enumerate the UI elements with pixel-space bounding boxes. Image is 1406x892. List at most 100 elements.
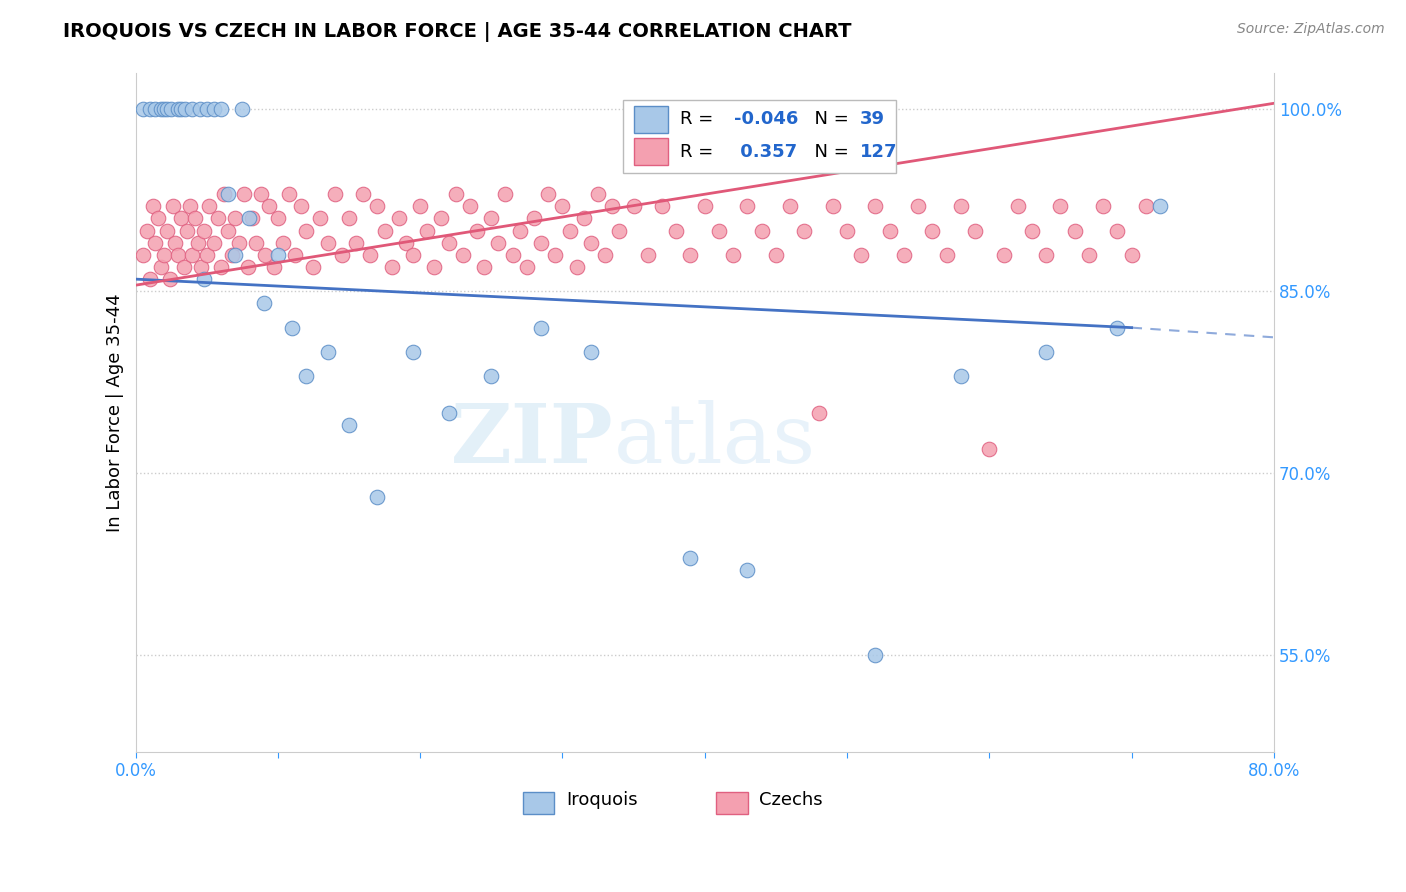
Point <box>173 260 195 274</box>
Point <box>138 103 160 117</box>
Point <box>586 187 609 202</box>
Point <box>751 224 773 238</box>
Point <box>579 235 602 250</box>
Point <box>232 187 254 202</box>
Point <box>267 248 290 262</box>
Point <box>160 103 183 117</box>
Text: atlas: atlas <box>613 400 815 480</box>
Point <box>352 187 374 202</box>
Point <box>165 235 187 250</box>
Point <box>337 417 360 432</box>
Point <box>167 103 190 117</box>
Point <box>388 211 411 226</box>
Point <box>1049 199 1071 213</box>
Point <box>278 187 301 202</box>
Y-axis label: In Labor Force | Age 35-44: In Labor Force | Age 35-44 <box>107 293 124 532</box>
Point <box>290 199 312 213</box>
Point <box>509 224 531 238</box>
FancyBboxPatch shape <box>623 100 896 173</box>
Point <box>1107 224 1129 238</box>
Point <box>600 199 623 213</box>
Point <box>537 187 560 202</box>
Text: R =: R = <box>679 110 718 128</box>
Point <box>793 224 815 238</box>
Point <box>316 344 339 359</box>
Point <box>395 235 418 250</box>
Point <box>495 187 517 202</box>
Point <box>309 211 332 226</box>
Point <box>373 224 395 238</box>
Point <box>181 103 204 117</box>
Point <box>579 344 602 359</box>
Point <box>502 248 524 262</box>
Point <box>430 211 453 226</box>
Point <box>651 199 673 213</box>
Point <box>193 272 215 286</box>
Point <box>665 224 688 238</box>
Point <box>284 248 307 262</box>
Point <box>1121 248 1143 262</box>
Point <box>190 260 212 274</box>
Point <box>156 103 179 117</box>
Point <box>170 211 193 226</box>
Point <box>851 248 873 262</box>
Point <box>162 199 184 213</box>
Point <box>1035 248 1057 262</box>
Point <box>479 369 502 384</box>
Point <box>142 199 165 213</box>
Point <box>921 224 943 238</box>
Point <box>212 187 235 202</box>
Point <box>530 235 553 250</box>
Point <box>135 224 157 238</box>
Point <box>302 260 325 274</box>
Point <box>807 405 830 419</box>
Point <box>170 103 193 117</box>
Point <box>193 224 215 238</box>
Point <box>409 199 432 213</box>
Point <box>195 103 218 117</box>
Point <box>893 248 915 262</box>
Point <box>949 199 972 213</box>
Point <box>187 235 209 250</box>
Point <box>472 260 495 274</box>
Point <box>779 199 801 213</box>
Point <box>207 211 229 226</box>
Point <box>273 235 295 250</box>
Point <box>323 187 346 202</box>
Point <box>693 199 716 213</box>
Point <box>281 320 304 334</box>
Point <box>263 260 285 274</box>
Point <box>153 248 176 262</box>
Point <box>184 211 207 226</box>
Point <box>337 211 360 226</box>
Point <box>679 551 702 566</box>
Point <box>437 405 460 419</box>
Point <box>221 248 243 262</box>
Text: Czechs: Czechs <box>759 790 823 808</box>
Point <box>835 224 858 238</box>
Point <box>145 235 167 250</box>
Point <box>707 224 730 238</box>
Point <box>1021 224 1043 238</box>
Text: Source: ZipAtlas.com: Source: ZipAtlas.com <box>1237 22 1385 37</box>
Point <box>821 199 844 213</box>
Point <box>217 224 239 238</box>
Point <box>737 199 759 213</box>
Point <box>228 235 250 250</box>
Point <box>176 224 198 238</box>
Point <box>253 248 276 262</box>
Point <box>224 211 246 226</box>
FancyBboxPatch shape <box>716 792 748 814</box>
Point <box>150 103 173 117</box>
Point <box>179 199 201 213</box>
Point <box>330 248 353 262</box>
Point <box>198 199 221 213</box>
Point <box>145 103 167 117</box>
Point <box>879 224 901 238</box>
Point <box>486 235 509 250</box>
Point <box>1092 199 1115 213</box>
FancyBboxPatch shape <box>523 792 554 814</box>
Text: ZIP: ZIP <box>451 400 613 480</box>
Point <box>949 369 972 384</box>
Point <box>344 235 367 250</box>
